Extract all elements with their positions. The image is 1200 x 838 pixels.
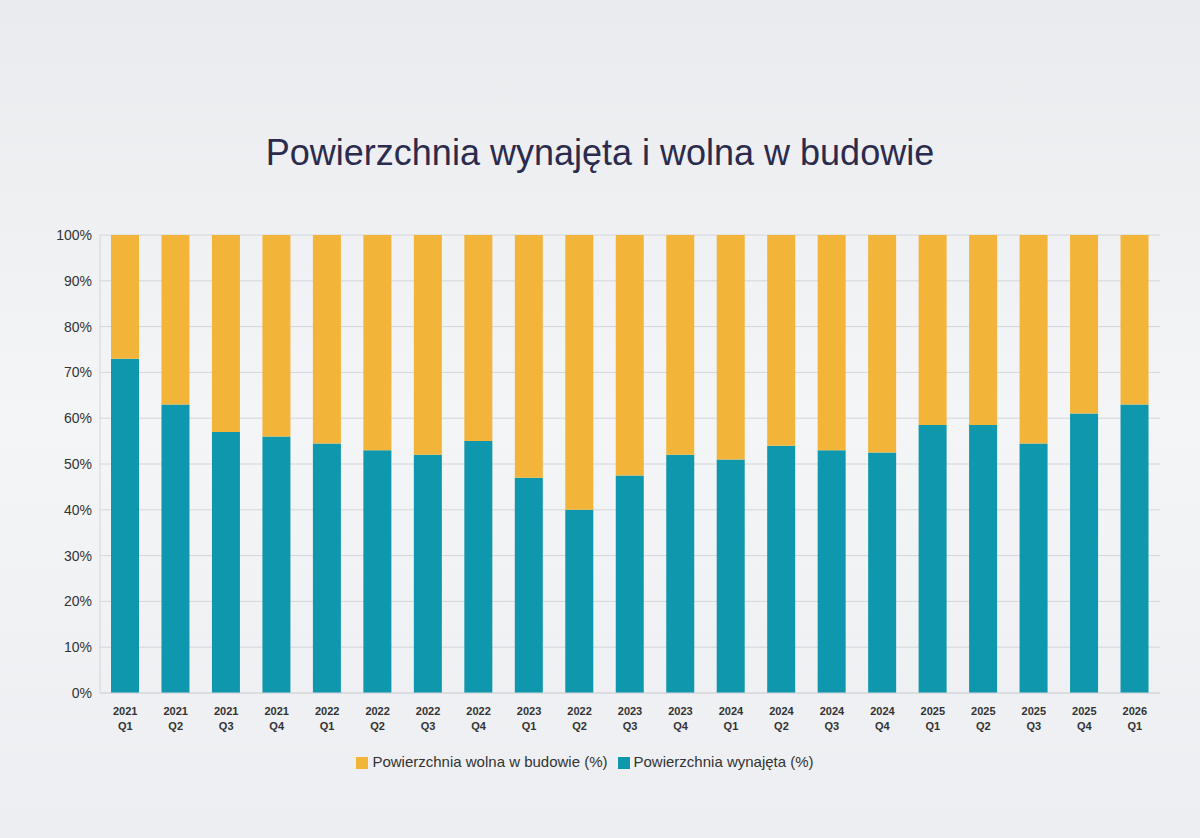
svg-text:2025Q3: 2025Q3 [1022,705,1046,732]
svg-text:2026Q1: 2026Q1 [1123,705,1147,732]
svg-text:2024Q4: 2024Q4 [870,705,895,732]
svg-text:0%: 0% [72,685,92,701]
svg-text:2023Q3: 2023Q3 [618,705,642,732]
svg-text:2022Q3: 2022Q3 [416,705,440,732]
svg-text:2021Q3: 2021Q3 [214,705,238,732]
svg-text:2022Q1: 2022Q1 [315,705,339,732]
html-text:Powierzchnia wynajęta (%): Powierzchnia wynajęta (%) [633,753,814,770]
svg-text:2022Q2: 2022Q2 [567,705,591,732]
svg-text:70%: 70% [64,364,92,380]
svg-text:2023Q4: 2023Q4 [668,705,692,732]
svg-text:40%: 40% [64,502,92,518]
svg-text:2024Q2: 2024Q2 [769,705,794,732]
svg-text:90%: 90% [64,273,92,289]
svg-text:2024Q3: 2024Q3 [820,705,845,732]
svg-text:2025Q2: 2025Q2 [971,705,995,732]
svg-text:10%: 10% [64,639,92,655]
html-text:Powierzchnia wynajęta i wolna: Powierzchnia wynajęta i wolna w budowie [265,132,935,173]
svg-text:2022Q4: 2022Q4 [466,705,490,732]
svg-text:2022Q2: 2022Q2 [365,705,389,732]
svg-text:60%: 60% [64,410,92,426]
svg-text:2021Q4: 2021Q4 [264,705,288,732]
svg-text:2023Q1: 2023Q1 [517,705,541,732]
html-text:Powierzchnia wolna w budowie (: Powierzchnia wolna w budowie (%) [372,753,608,770]
svg-text:2021Q1: 2021Q1 [113,705,137,732]
svg-text:80%: 80% [64,319,92,335]
svg-text:2021Q2: 2021Q2 [163,705,187,732]
svg-text:2025Q4: 2025Q4 [1072,705,1096,732]
svg-text:50%: 50% [64,456,92,472]
svg-text:30%: 30% [64,548,92,564]
svg-text:100%: 100% [56,227,92,243]
svg-text:2025Q1: 2025Q1 [921,705,945,732]
svg-text:2024Q1: 2024Q1 [719,705,744,732]
svg-text:20%: 20% [64,593,92,609]
